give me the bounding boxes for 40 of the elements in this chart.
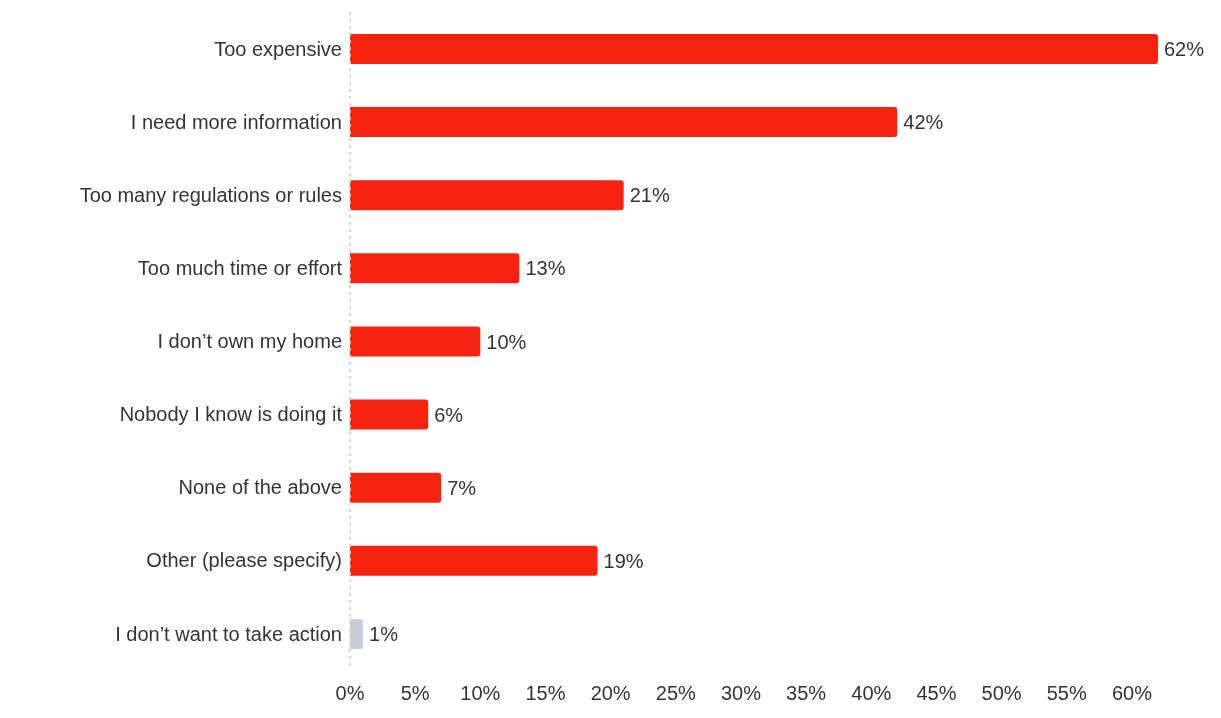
x-tick-label: 30% <box>720 682 762 705</box>
x-tick-label: 40% <box>851 682 892 705</box>
y-tick-label: Too expensive <box>214 37 342 60</box>
x-tick-label: 50% <box>981 682 1022 705</box>
y-tick-label: Too many regulations or rules <box>79 183 342 206</box>
bar <box>350 545 598 576</box>
x-tick-label: 45% <box>916 682 957 705</box>
data-label: 19% <box>603 549 644 572</box>
data-label: 21% <box>629 184 670 207</box>
x-tick-label: 35% <box>786 682 827 705</box>
y-tick-label: I don’t own my home <box>157 330 342 353</box>
y-tick-label: None of the above <box>178 476 342 499</box>
bar <box>350 618 364 649</box>
data-label: 13% <box>525 257 566 280</box>
data-label: 1% <box>369 622 399 645</box>
y-tick-label: Other (please specify) <box>146 549 342 572</box>
x-tick-label: 15% <box>525 682 566 705</box>
x-tick-label: 55% <box>1046 682 1087 705</box>
x-tick-label: 60% <box>1111 682 1153 705</box>
x-tick-label: 10% <box>460 682 501 705</box>
x-tick-label: 25% <box>655 682 697 705</box>
y-tick-label: I don’t want to take action <box>115 622 342 645</box>
bar <box>350 107 898 138</box>
data-label: 7% <box>447 476 477 499</box>
data-label: 10% <box>486 330 527 353</box>
bar <box>350 34 1158 64</box>
bar <box>350 180 624 211</box>
data-label: 42% <box>903 111 944 134</box>
bar <box>350 326 481 357</box>
y-tick-label: Nobody I know is doing it <box>119 403 343 426</box>
y-tick-label: Too much time or effort <box>137 256 343 279</box>
x-tick-label: 0% <box>335 682 365 705</box>
bar <box>350 472 442 503</box>
x-tick-label: 20% <box>590 682 631 705</box>
bar <box>350 399 429 430</box>
data-label: 62% <box>1164 38 1205 61</box>
bar <box>350 253 520 284</box>
data-label: 6% <box>434 403 464 426</box>
x-tick-label: 5% <box>400 682 430 705</box>
y-tick-label: I need more information <box>130 110 342 133</box>
